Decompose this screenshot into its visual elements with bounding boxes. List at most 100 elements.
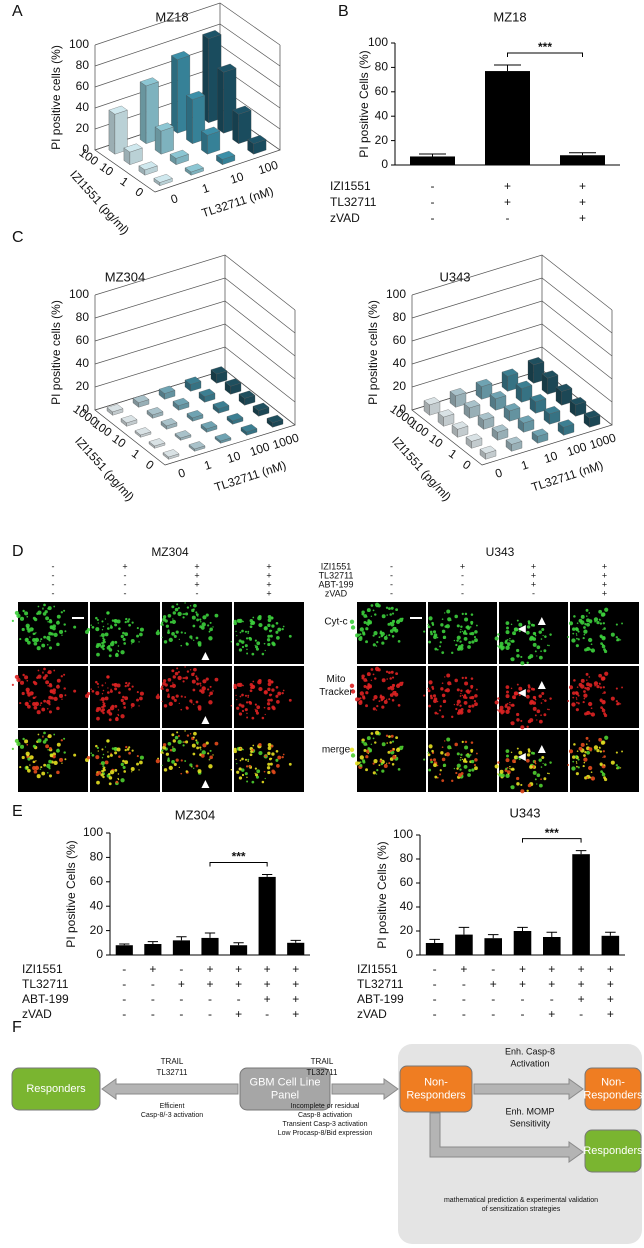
arrow — [473, 1078, 584, 1100]
fluorescence-spot — [439, 709, 442, 712]
significance-bracket — [522, 838, 582, 843]
condition-sign: + — [194, 561, 199, 571]
bar3d — [138, 161, 158, 176]
fluorescence-spot — [136, 762, 139, 766]
fluorescence-spot — [245, 701, 249, 704]
fluorescence-spot — [582, 636, 585, 640]
arrow — [331, 1078, 399, 1100]
fluorescence-spot — [104, 618, 107, 620]
fluorescence-spot — [200, 684, 202, 687]
fluorescence-spot — [288, 698, 292, 702]
fluorescence-spot — [433, 763, 437, 768]
condition-sign: - — [579, 1007, 583, 1021]
y-tick-label: 0 — [406, 947, 413, 961]
bar3d — [489, 391, 507, 411]
fluorescence-spot — [512, 631, 516, 636]
fluorescence-spot — [446, 609, 451, 614]
fluorescence-spot — [123, 642, 126, 645]
fluorescence-spot — [461, 740, 464, 744]
bar-top — [266, 414, 284, 423]
bar3d — [186, 91, 206, 144]
fluorescence-spot — [586, 679, 588, 681]
fluorescence-spot — [95, 691, 100, 696]
fluorescence-spot — [162, 688, 165, 690]
bar-face — [171, 55, 178, 134]
fluorescence-spot — [238, 712, 243, 716]
x-tick-label: 0 — [176, 465, 187, 480]
fluorescence-spot — [578, 682, 583, 687]
fluorescence-spot — [446, 737, 451, 742]
fluorescence-spot — [577, 630, 580, 633]
condition-sign: - — [196, 588, 199, 598]
fluorescence-spot — [518, 686, 523, 691]
fluorescence-spot — [391, 676, 395, 679]
bar-top — [449, 388, 467, 396]
fluorescence-spot — [469, 754, 472, 756]
fluorescence-spot — [205, 677, 209, 681]
fluorescence-spot — [533, 760, 537, 763]
fluorescence-spot — [189, 669, 192, 671]
fluorescence-spot — [596, 684, 600, 689]
bar-top — [184, 376, 202, 385]
panel-letter: A — [12, 3, 23, 20]
fluorescence-spot — [395, 608, 399, 612]
fluorescence-spot — [160, 687, 164, 690]
fluorescence-spot — [577, 694, 580, 697]
fluorescence-spot — [246, 776, 248, 779]
fluorescence-spot — [366, 685, 371, 690]
fluorescence-spot — [540, 778, 542, 781]
fluorescence-spot — [518, 750, 523, 755]
fluorescence-spot — [455, 643, 458, 647]
bar-top — [491, 424, 509, 433]
bar3d — [555, 383, 573, 406]
fluorescence-spot — [474, 638, 478, 643]
bar3d — [569, 397, 587, 417]
bar-top — [489, 391, 507, 399]
fluorescence-spot — [575, 761, 578, 763]
condition-sign: - — [124, 570, 127, 580]
fluorescence-spot — [527, 783, 532, 788]
fluorescence-spot — [56, 684, 60, 689]
fluorescence-spot — [505, 709, 510, 714]
fluorescence-spot — [363, 620, 367, 624]
fluorescence-spot — [26, 679, 29, 682]
condition-sign: + — [235, 962, 242, 976]
bar3d — [449, 388, 467, 408]
fluorescence-spot — [116, 683, 121, 688]
fluorescence-spot — [534, 778, 537, 781]
fluorescence-spot — [460, 689, 463, 692]
fluorescence-spot — [543, 713, 547, 717]
fluorescence-spot — [184, 632, 187, 634]
fluorescence-spot — [192, 624, 196, 628]
fluorescence-spot — [465, 760, 468, 763]
fluorescence-spot — [509, 704, 511, 706]
fluorescence-spot — [104, 760, 109, 765]
y-tick-label: 20 — [76, 379, 90, 393]
fluorescence-spot — [583, 693, 588, 698]
condition-sign: - — [208, 1007, 212, 1021]
fluorescence-spot — [526, 689, 531, 693]
fluorescence-spot — [46, 707, 49, 710]
fluorescence-spot — [256, 641, 261, 646]
fluorescence-spot — [576, 765, 578, 768]
fluorescence-spot — [122, 637, 126, 641]
fluorescence-spot — [205, 613, 209, 617]
fluorescence-spot — [454, 614, 458, 619]
fluorescence-spot — [602, 628, 604, 630]
fluorescence-spot — [453, 767, 456, 770]
fluorescence-spot — [117, 709, 120, 711]
condition-sign: - — [151, 1007, 155, 1021]
fluorescence-spot — [90, 688, 93, 690]
condition-sign: - — [124, 579, 127, 589]
y-axis-label: PI positive Cells (%) — [375, 841, 389, 948]
fluorescence-spot — [516, 756, 519, 759]
fluorescence-spot — [193, 731, 197, 736]
grid-line — [411, 346, 613, 403]
bar — [201, 937, 219, 955]
fluorescence-spot — [397, 747, 400, 750]
fluorescence-spot — [463, 637, 468, 641]
fluorescence-spot — [439, 645, 442, 648]
fluorescence-spot — [590, 771, 593, 774]
fluorescence-spot — [363, 684, 367, 688]
fluorescence-spot — [527, 620, 531, 623]
